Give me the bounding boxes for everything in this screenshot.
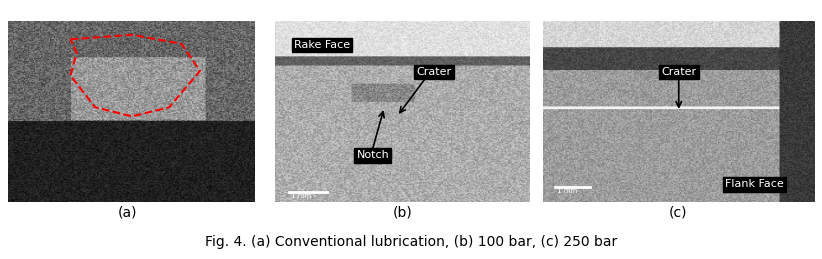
Text: Rake Face: Rake Face (293, 40, 350, 50)
Text: 1 mm: 1 mm (557, 188, 578, 195)
Text: Notch: Notch (357, 150, 389, 160)
Text: Flank Face: Flank Face (725, 179, 784, 189)
Text: 1 mm: 1 mm (291, 193, 312, 199)
Text: Fig. 4. (a) Conventional lubrication, (b) 100 bar, (c) 250 bar: Fig. 4. (a) Conventional lubrication, (b… (205, 235, 617, 249)
Text: Crater: Crater (661, 67, 696, 77)
Text: (b): (b) (393, 205, 413, 219)
Text: Crater: Crater (417, 67, 451, 77)
Text: (a): (a) (118, 205, 137, 219)
Text: (c): (c) (669, 205, 687, 219)
